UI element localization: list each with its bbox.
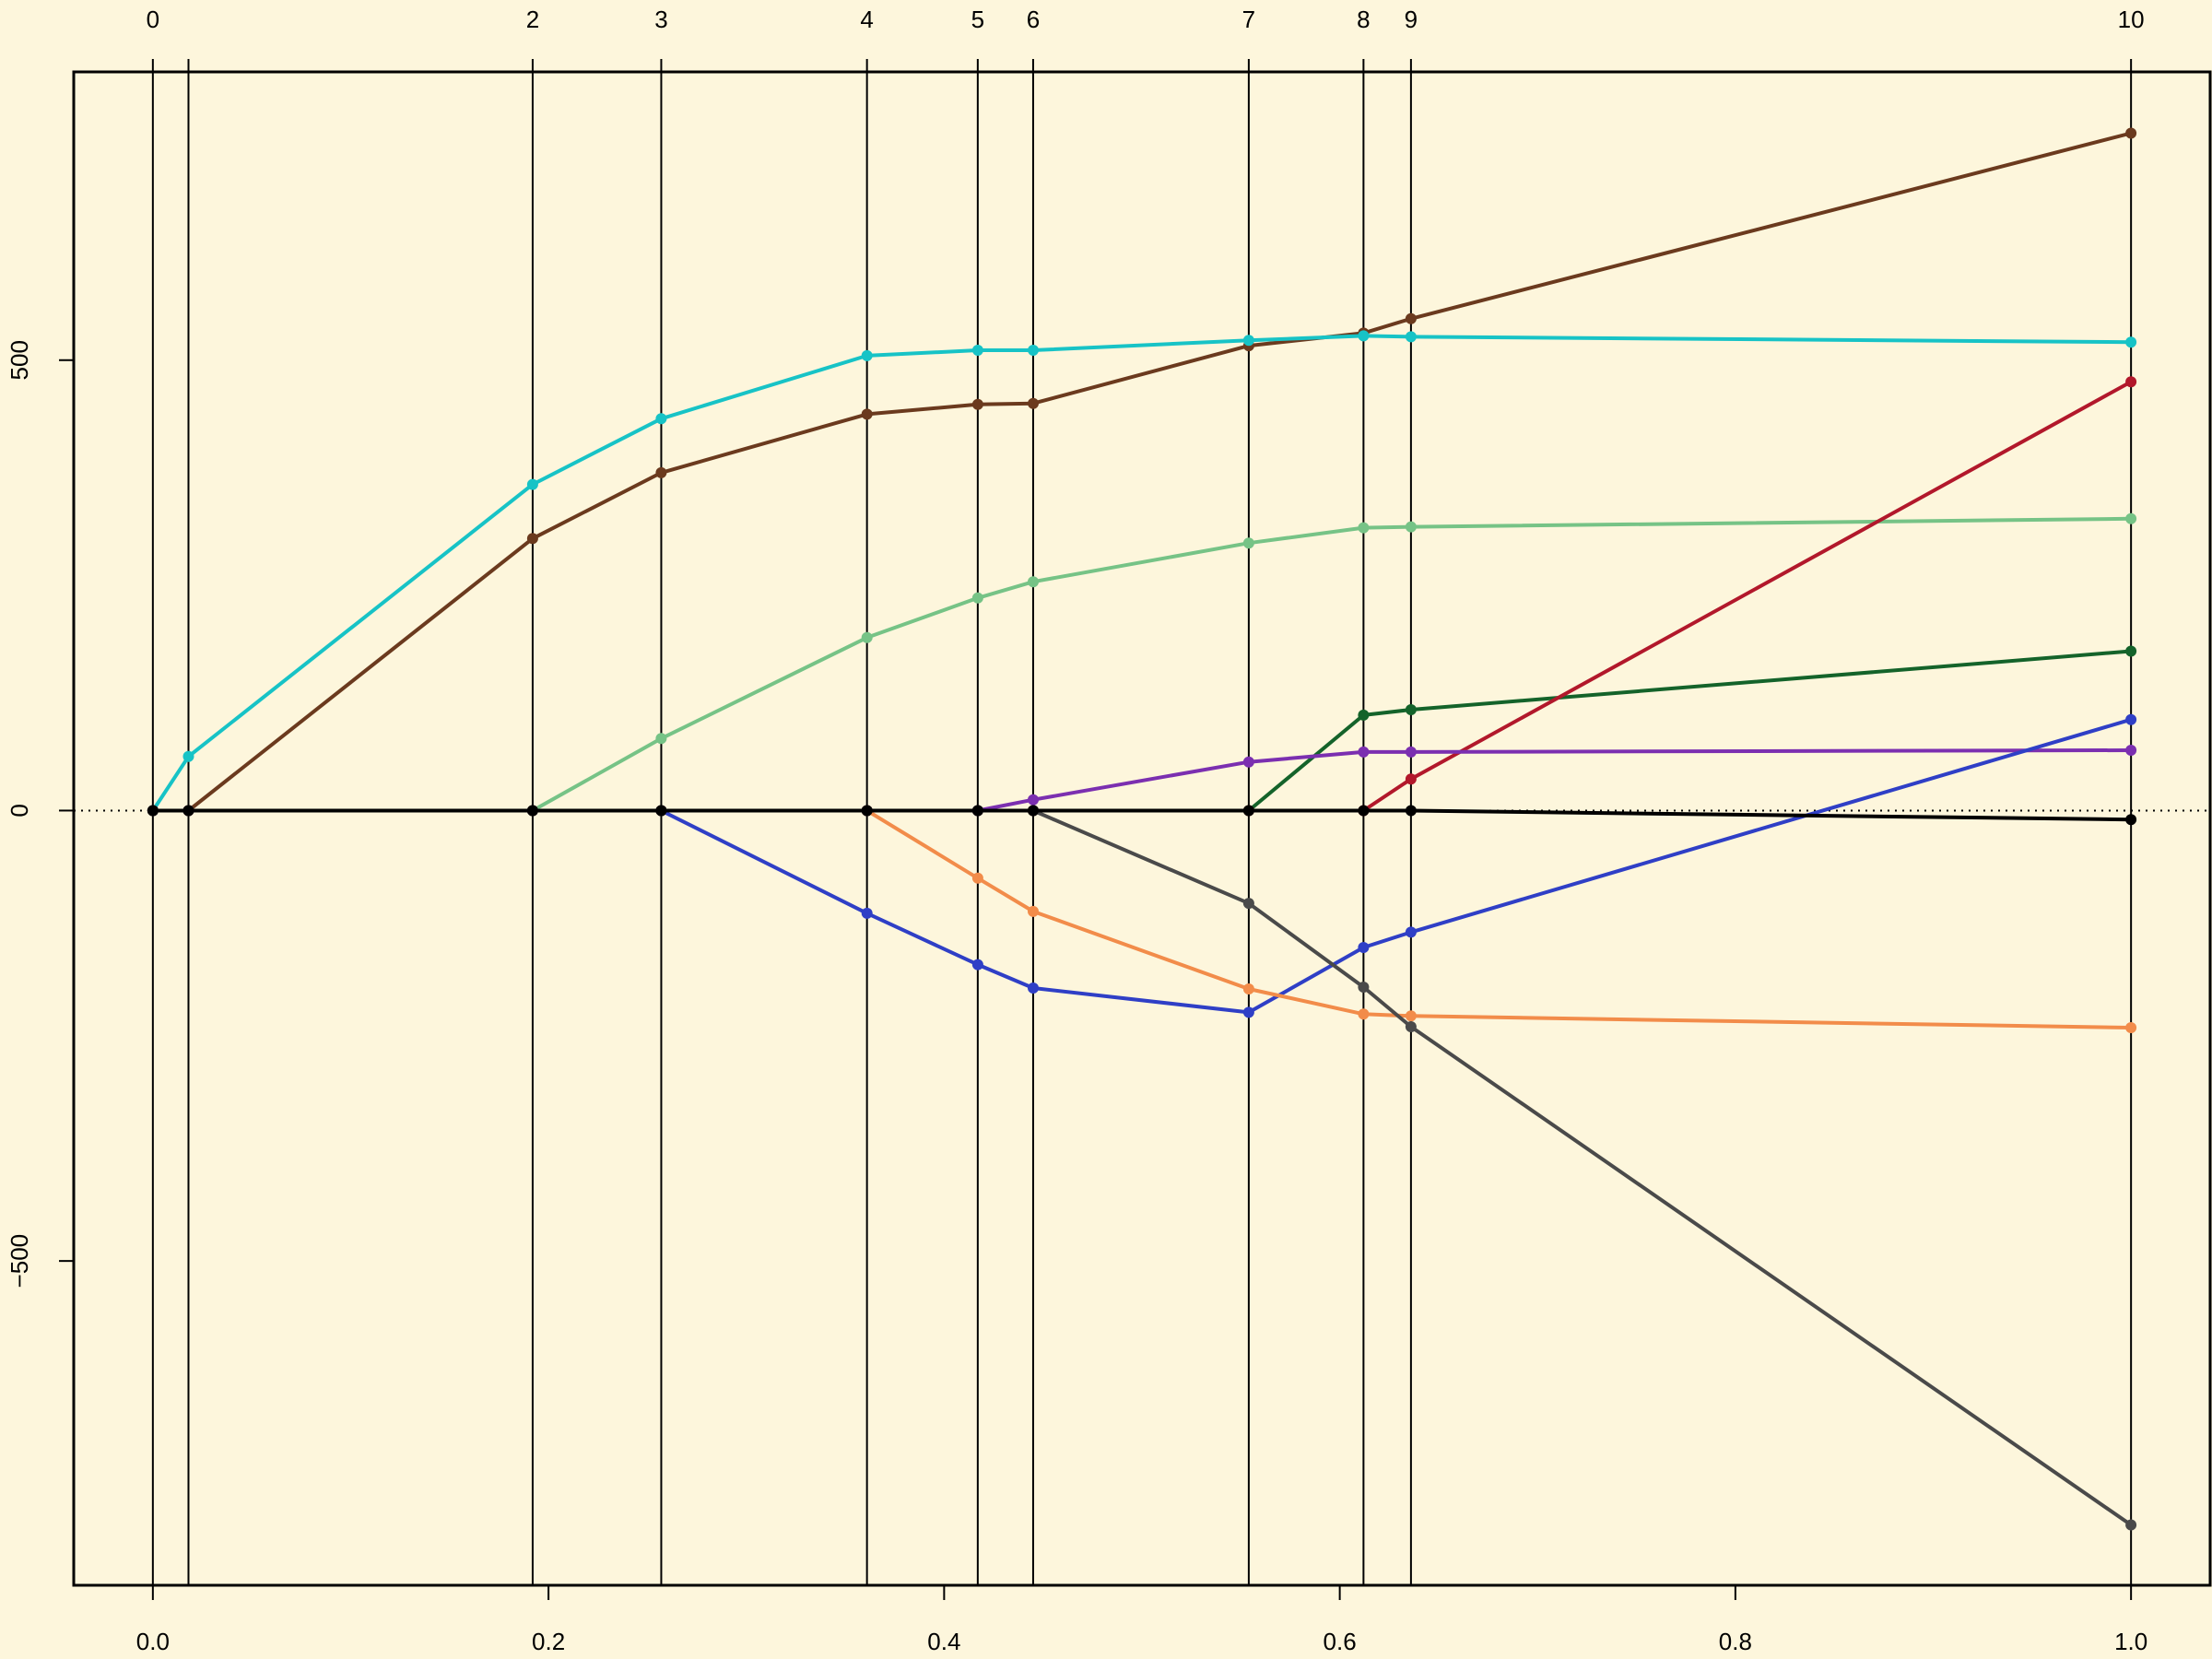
- series-line-7: [152, 717, 2132, 1015]
- top-step-label: 7: [1242, 6, 1255, 33]
- series-point: [2125, 512, 2137, 524]
- series-point: [1405, 331, 1417, 343]
- series-point: [1242, 805, 1254, 817]
- series-point: [1358, 709, 1370, 721]
- plot-frame: [72, 70, 2212, 1587]
- series-point: [861, 805, 873, 817]
- series-line-4: [152, 649, 2132, 813]
- top-step-label: 9: [1405, 6, 1418, 33]
- series-point: [2125, 745, 2137, 756]
- series-point: [1405, 746, 1417, 758]
- top-step-label: 2: [526, 6, 539, 33]
- series-point: [971, 872, 983, 884]
- series-point: [861, 349, 873, 361]
- series-point: [1405, 1021, 1417, 1032]
- series-point: [1242, 537, 1254, 549]
- series-point: [1405, 704, 1417, 715]
- top-step-label: 3: [654, 6, 667, 33]
- series-point: [1405, 312, 1417, 324]
- x-tick-label: 0.2: [532, 1628, 565, 1655]
- plot-area: 0 2 3 4 5 6 7 8 9 10 0.0 0.2 0.4 0.6 0.8 1.0 −500 0 500: [6, 6, 2212, 1655]
- series-line-8: [152, 808, 2132, 1030]
- series-point: [655, 805, 667, 817]
- series-point: [2125, 1519, 2137, 1531]
- series-point: [1242, 756, 1254, 768]
- series-point: [971, 805, 983, 817]
- series-point: [2125, 1022, 2137, 1033]
- top-step-label: 4: [860, 6, 873, 33]
- series-point: [971, 592, 983, 604]
- series-point: [1242, 898, 1254, 910]
- x-tick-label: 1.0: [2114, 1628, 2147, 1655]
- series-point: [1028, 805, 1039, 817]
- series-point: [1028, 397, 1039, 409]
- series-point: [861, 408, 873, 420]
- series-point: [526, 533, 538, 545]
- series-point: [1028, 794, 1039, 806]
- series-point: [861, 631, 873, 643]
- series-point: [971, 345, 983, 356]
- top-step-label: 0: [147, 6, 159, 33]
- series-line-9: [152, 808, 2133, 1527]
- series-point: [2125, 376, 2137, 388]
- series-point: [971, 398, 983, 410]
- y-tick-label: −500: [6, 1234, 33, 1288]
- series-line-3: [152, 516, 2132, 813]
- series-point: [1405, 1010, 1417, 1022]
- top-step-label: 8: [1357, 6, 1370, 33]
- series-point: [2125, 645, 2137, 657]
- series-point: [1028, 905, 1039, 917]
- series-line-2: [151, 334, 2132, 812]
- series-point: [1242, 335, 1254, 347]
- series-point: [1405, 773, 1417, 785]
- series-point: [526, 805, 538, 817]
- top-step-label: 6: [1027, 6, 1040, 33]
- series-point: [1405, 521, 1417, 533]
- x-tick-label: 0.4: [927, 1628, 960, 1655]
- series-point: [1358, 1008, 1370, 1020]
- series-point: [1358, 330, 1370, 342]
- series-point: [655, 413, 667, 425]
- series-point: [182, 750, 194, 762]
- series-point: [1242, 1006, 1254, 1018]
- series-point: [655, 466, 667, 478]
- series-point: [2125, 713, 2137, 725]
- series-line-10: [152, 808, 2132, 822]
- top-step-label: 5: [971, 6, 984, 33]
- top-step-label: 10: [2118, 6, 2145, 33]
- series-point: [2125, 336, 2137, 348]
- series-point: [1028, 345, 1039, 356]
- y-tick-label: 500: [6, 340, 33, 380]
- series-point: [526, 478, 538, 490]
- series-line-6: [152, 748, 2132, 813]
- x-tick-label: 0.8: [1719, 1628, 1752, 1655]
- series-point: [1358, 942, 1370, 953]
- series-point: [1405, 926, 1417, 938]
- y-tick-label: 0: [6, 804, 33, 817]
- series-point: [655, 733, 667, 745]
- series-point: [147, 805, 159, 817]
- series-point: [182, 805, 194, 817]
- series-line-1: [152, 131, 2132, 813]
- series-line-5: [152, 380, 2133, 813]
- series-point: [1358, 805, 1370, 817]
- series-point: [2125, 127, 2137, 139]
- series-point: [861, 907, 873, 919]
- series-point: [1358, 746, 1370, 758]
- series-point: [1242, 983, 1254, 994]
- x-tick-label: 0.6: [1324, 1628, 1357, 1655]
- series-point: [971, 959, 983, 971]
- series-point: [1028, 982, 1039, 994]
- series-point: [1358, 982, 1370, 993]
- series-point: [1358, 522, 1370, 534]
- x-tick-label: 0.0: [136, 1628, 170, 1655]
- series-point: [1028, 576, 1039, 588]
- series-point: [2125, 814, 2137, 826]
- series-point: [1405, 805, 1417, 817]
